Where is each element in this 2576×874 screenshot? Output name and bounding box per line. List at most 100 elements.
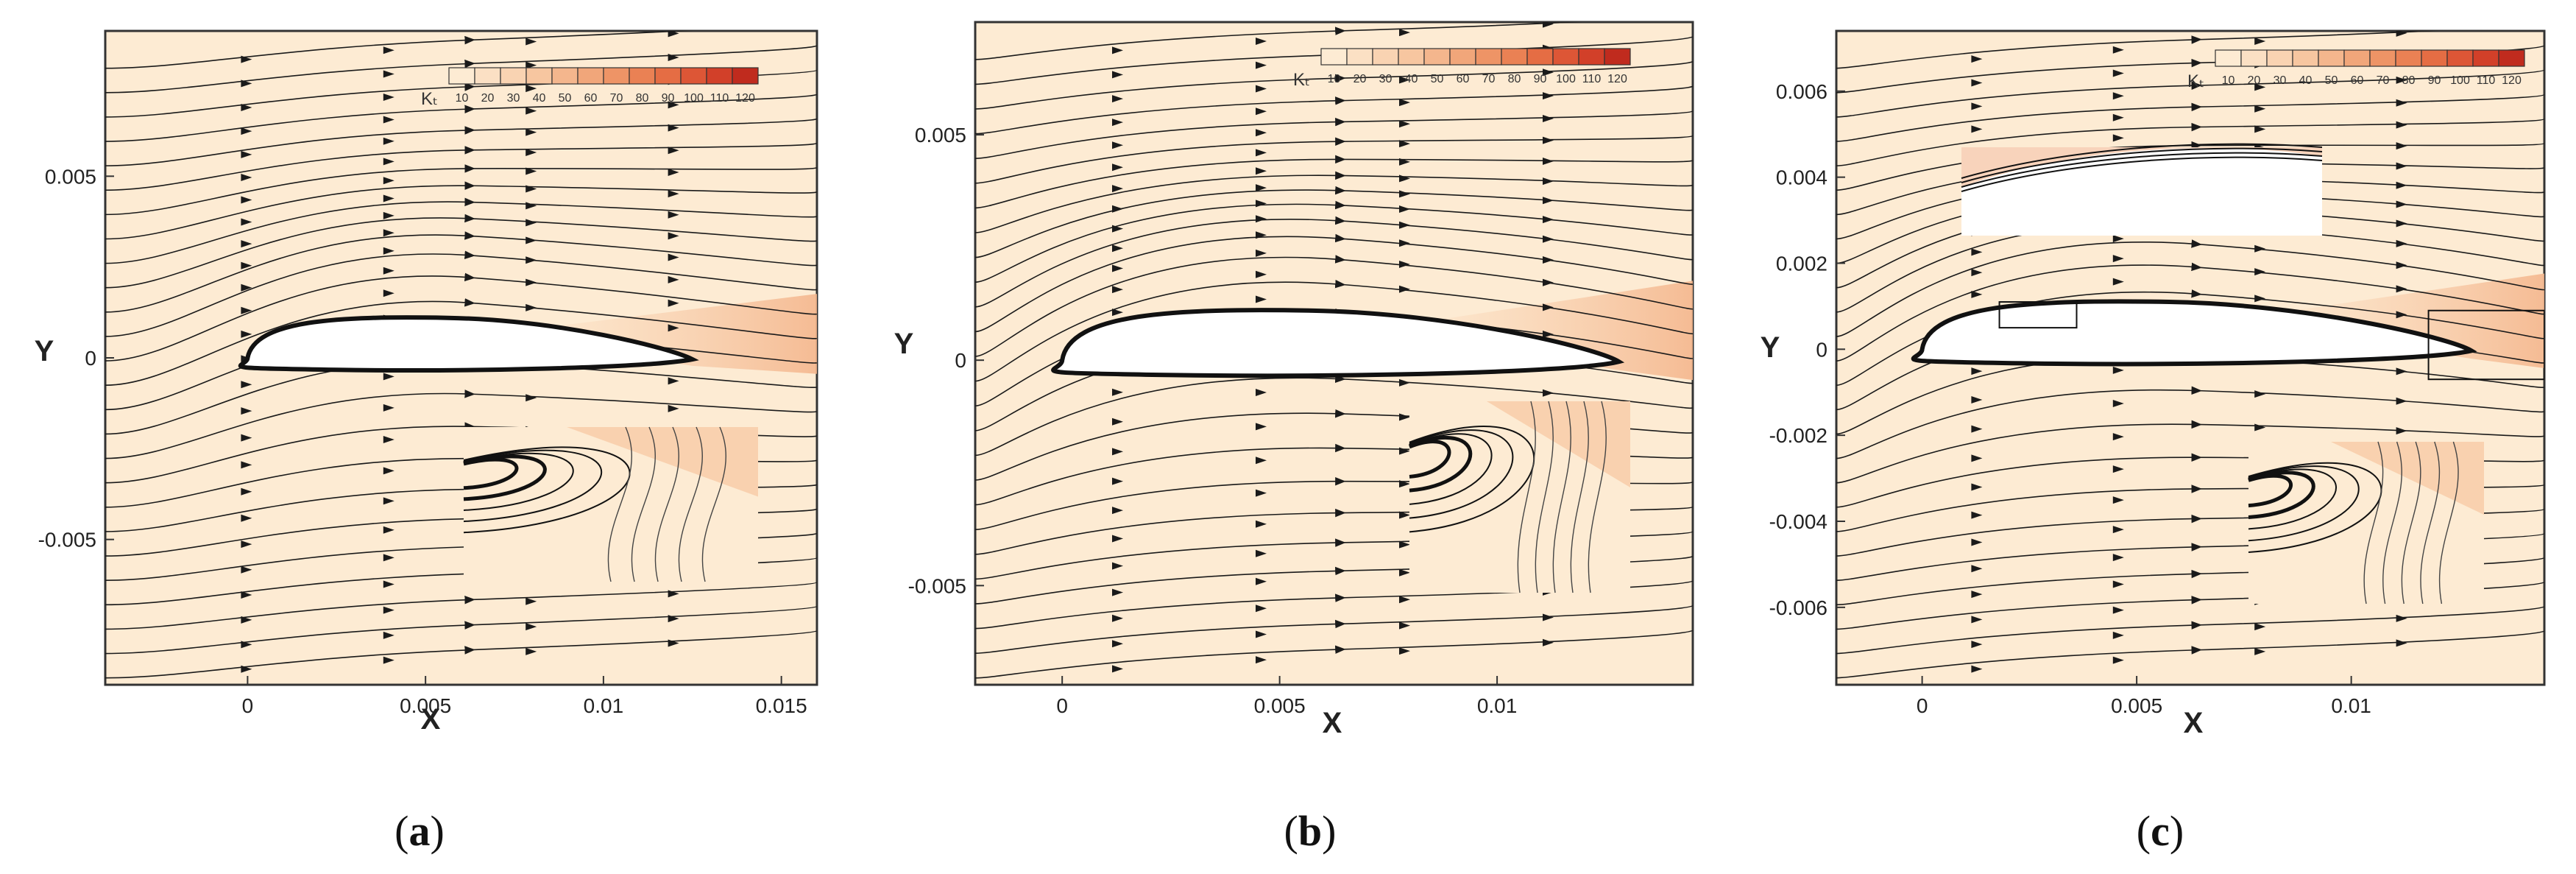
y-tick-label: -0.005	[38, 529, 96, 551]
streamline-arrow	[1399, 378, 1410, 387]
vortex-streamline	[463, 452, 574, 511]
colorbar-swatch	[1398, 48, 1425, 66]
streamline-arrow	[1399, 239, 1410, 247]
airfoil	[238, 315, 699, 373]
streamline-arrow	[2396, 200, 2407, 208]
streamline-arrow	[1971, 290, 1983, 298]
streamline	[975, 171, 1693, 233]
colorbar-swatch	[1320, 48, 1348, 66]
x-tick-label: 0	[1056, 694, 1068, 717]
colorbar-label: 100	[684, 92, 704, 105]
streamline-arrow	[1971, 125, 1983, 133]
streamline-arrow	[383, 194, 394, 202]
streamline-arrow	[668, 211, 679, 219]
xlabel-c: X	[2184, 707, 2204, 739]
colorbar-label: 10	[2222, 74, 2235, 87]
colorbar-label: 120	[735, 92, 755, 105]
streamline-arrow	[668, 404, 679, 412]
streamline-arrow	[383, 631, 394, 639]
streamline	[975, 110, 1693, 159]
streamline-arrow	[241, 540, 252, 549]
colorbar-swatch	[551, 67, 578, 85]
streamline-arrow	[526, 647, 537, 655]
inset-contour	[1961, 147, 2322, 187]
colorbar-label: 20	[1354, 73, 1367, 85]
streamline-arrow	[668, 101, 679, 109]
streamline-arrow	[1256, 149, 1267, 157]
panel-b-field	[975, 22, 1693, 679]
streamline	[975, 22, 1582, 60]
outer-streamline	[2363, 441, 2384, 605]
colorbar-label: 100	[1556, 73, 1576, 85]
colorbar-label: 40	[1405, 73, 1418, 85]
streamline-arrow	[668, 299, 679, 307]
chart-marks: 0 0.005 0.01 0.015 -0.005 0 0.005 10 20 30 40 50 60 7…	[38, 22, 2544, 717]
outer-streamline	[1570, 401, 1589, 593]
streamline-arrow	[1399, 99, 1410, 107]
inset-trailing-edge	[463, 426, 758, 582]
streamline	[1836, 141, 2544, 191]
streamline-arrow	[1971, 565, 1983, 573]
streamline-arrow	[1399, 158, 1410, 166]
streamline-arrow	[1543, 92, 1554, 100]
ylabel-c: Y	[1761, 331, 1780, 364]
inset-trailing-edge	[2248, 441, 2484, 605]
x-tick-label: 0.005	[1254, 694, 1306, 717]
vortex-streamline	[2248, 471, 2315, 520]
streamline-arrow	[2396, 261, 2407, 269]
streamline-arrow	[383, 435, 394, 443]
streamline-arrow	[383, 467, 394, 475]
streamline-arrow	[1399, 596, 1410, 604]
colorbar-label: 120	[2502, 74, 2522, 87]
streamline	[975, 476, 1693, 530]
x-tick-label: 0	[1917, 694, 1928, 717]
streamline-arrow	[241, 565, 252, 574]
streamline-arrow	[2396, 427, 2407, 435]
streamline-arrow	[1256, 489, 1267, 497]
streamline-arrow	[241, 174, 252, 182]
x-tick-label: 0.01	[584, 694, 624, 717]
colorbar-swatch	[1372, 48, 1399, 66]
streamline-arrow	[2112, 656, 2124, 664]
streamline	[975, 580, 1693, 630]
streamline-arrow	[1971, 511, 1983, 519]
outer-streamline	[2438, 441, 2459, 605]
streamline	[975, 374, 1693, 457]
streamline	[1836, 630, 2544, 679]
colorbar-swatch	[2446, 49, 2474, 67]
colorbar-label: 110	[2477, 74, 2496, 87]
streamline	[105, 250, 817, 337]
x-tick-label: 0	[242, 694, 254, 717]
streamline	[975, 409, 1693, 481]
streamline	[1836, 605, 2544, 655]
outer-streamline	[2420, 441, 2441, 605]
streamline-arrow	[2112, 235, 2124, 243]
streamline-arrow	[241, 591, 252, 599]
colorbar-swatch	[603, 67, 630, 85]
y-tick-label: -0.002	[1769, 424, 1827, 447]
outer-streamline	[701, 426, 727, 582]
colorbar-swatch	[500, 67, 527, 85]
streamline-arrow	[2396, 397, 2407, 405]
streamline-arrow	[383, 526, 394, 534]
streamline	[1836, 31, 2439, 69]
streamline-arrow	[241, 103, 252, 111]
streamline	[1836, 239, 2544, 337]
streamline-arrow	[1112, 185, 1123, 193]
streamline-arrow	[2396, 31, 2407, 37]
streamline-arrow	[2396, 239, 2407, 247]
streamline-arrow	[241, 487, 252, 496]
streamline-arrow	[383, 177, 394, 185]
y-tick-label: -0.005	[908, 574, 966, 597]
streamline	[105, 581, 817, 630]
colorbar-swatch	[2472, 49, 2499, 67]
streamline-arrow	[2396, 99, 2407, 107]
streamline	[975, 186, 1693, 258]
streamline	[975, 279, 1693, 382]
streamline-arrow	[668, 377, 679, 385]
streamline-arrow	[383, 94, 394, 102]
streamline-arrow	[2112, 465, 2124, 473]
streamline-arrow	[1399, 175, 1410, 183]
streamline-arrow	[1399, 413, 1410, 421]
colorbar-swatch	[629, 67, 656, 85]
